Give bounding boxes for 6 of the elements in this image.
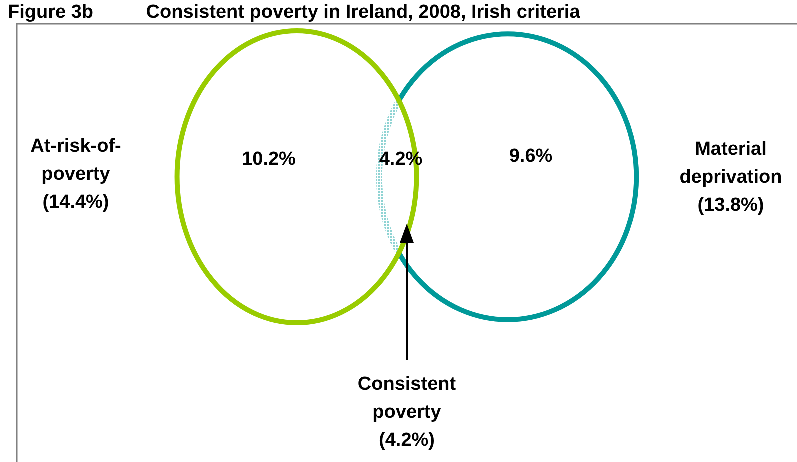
text: Figure 3b Consistent poverty in Ireland, 2008, Irish criteria <box>8 2 581 23</box>
text: Material deprivation (13.8%) <box>680 139 782 216</box>
text: Consistent poverty (4.2%) <box>358 374 457 451</box>
text: At-risk-of- poverty (14.4%) <box>30 136 122 213</box>
data-label: 9.6% <box>509 146 553 167</box>
data-label: 10.2% <box>242 149 296 170</box>
